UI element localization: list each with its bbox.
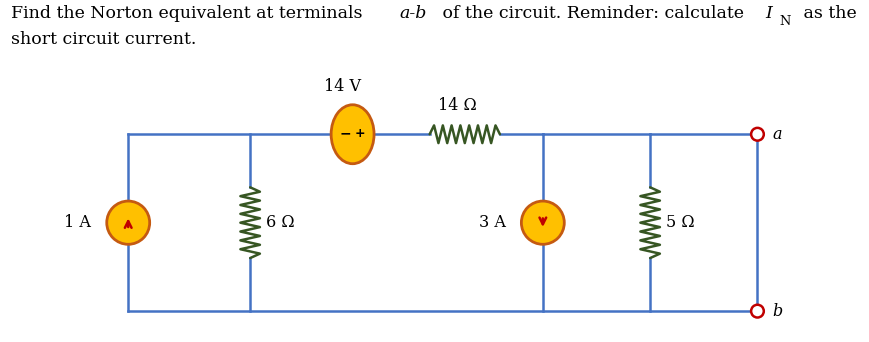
Text: of the circuit. Reminder: calculate: of the circuit. Reminder: calculate	[437, 5, 750, 22]
Text: a: a	[773, 126, 782, 143]
Text: b: b	[773, 303, 783, 320]
Text: 1 A: 1 A	[64, 214, 91, 231]
Circle shape	[751, 305, 764, 317]
Text: −: −	[339, 126, 351, 140]
Text: 14 Ω: 14 Ω	[438, 96, 476, 114]
Circle shape	[521, 201, 564, 244]
Text: 14 V: 14 V	[324, 78, 362, 95]
Text: 3 A: 3 A	[479, 214, 506, 231]
Ellipse shape	[331, 105, 374, 164]
Text: 6 Ω: 6 Ω	[266, 214, 295, 231]
Text: a-b: a-b	[400, 5, 427, 22]
Text: 5 Ω: 5 Ω	[666, 214, 694, 231]
Text: +: +	[355, 127, 366, 140]
Text: I: I	[766, 5, 773, 22]
Circle shape	[107, 201, 149, 244]
Text: Find the Norton equivalent at terminals: Find the Norton equivalent at terminals	[11, 5, 368, 22]
Text: short circuit current.: short circuit current.	[11, 31, 196, 48]
Circle shape	[751, 128, 764, 141]
Text: as the: as the	[799, 5, 857, 22]
Text: N: N	[779, 15, 790, 28]
